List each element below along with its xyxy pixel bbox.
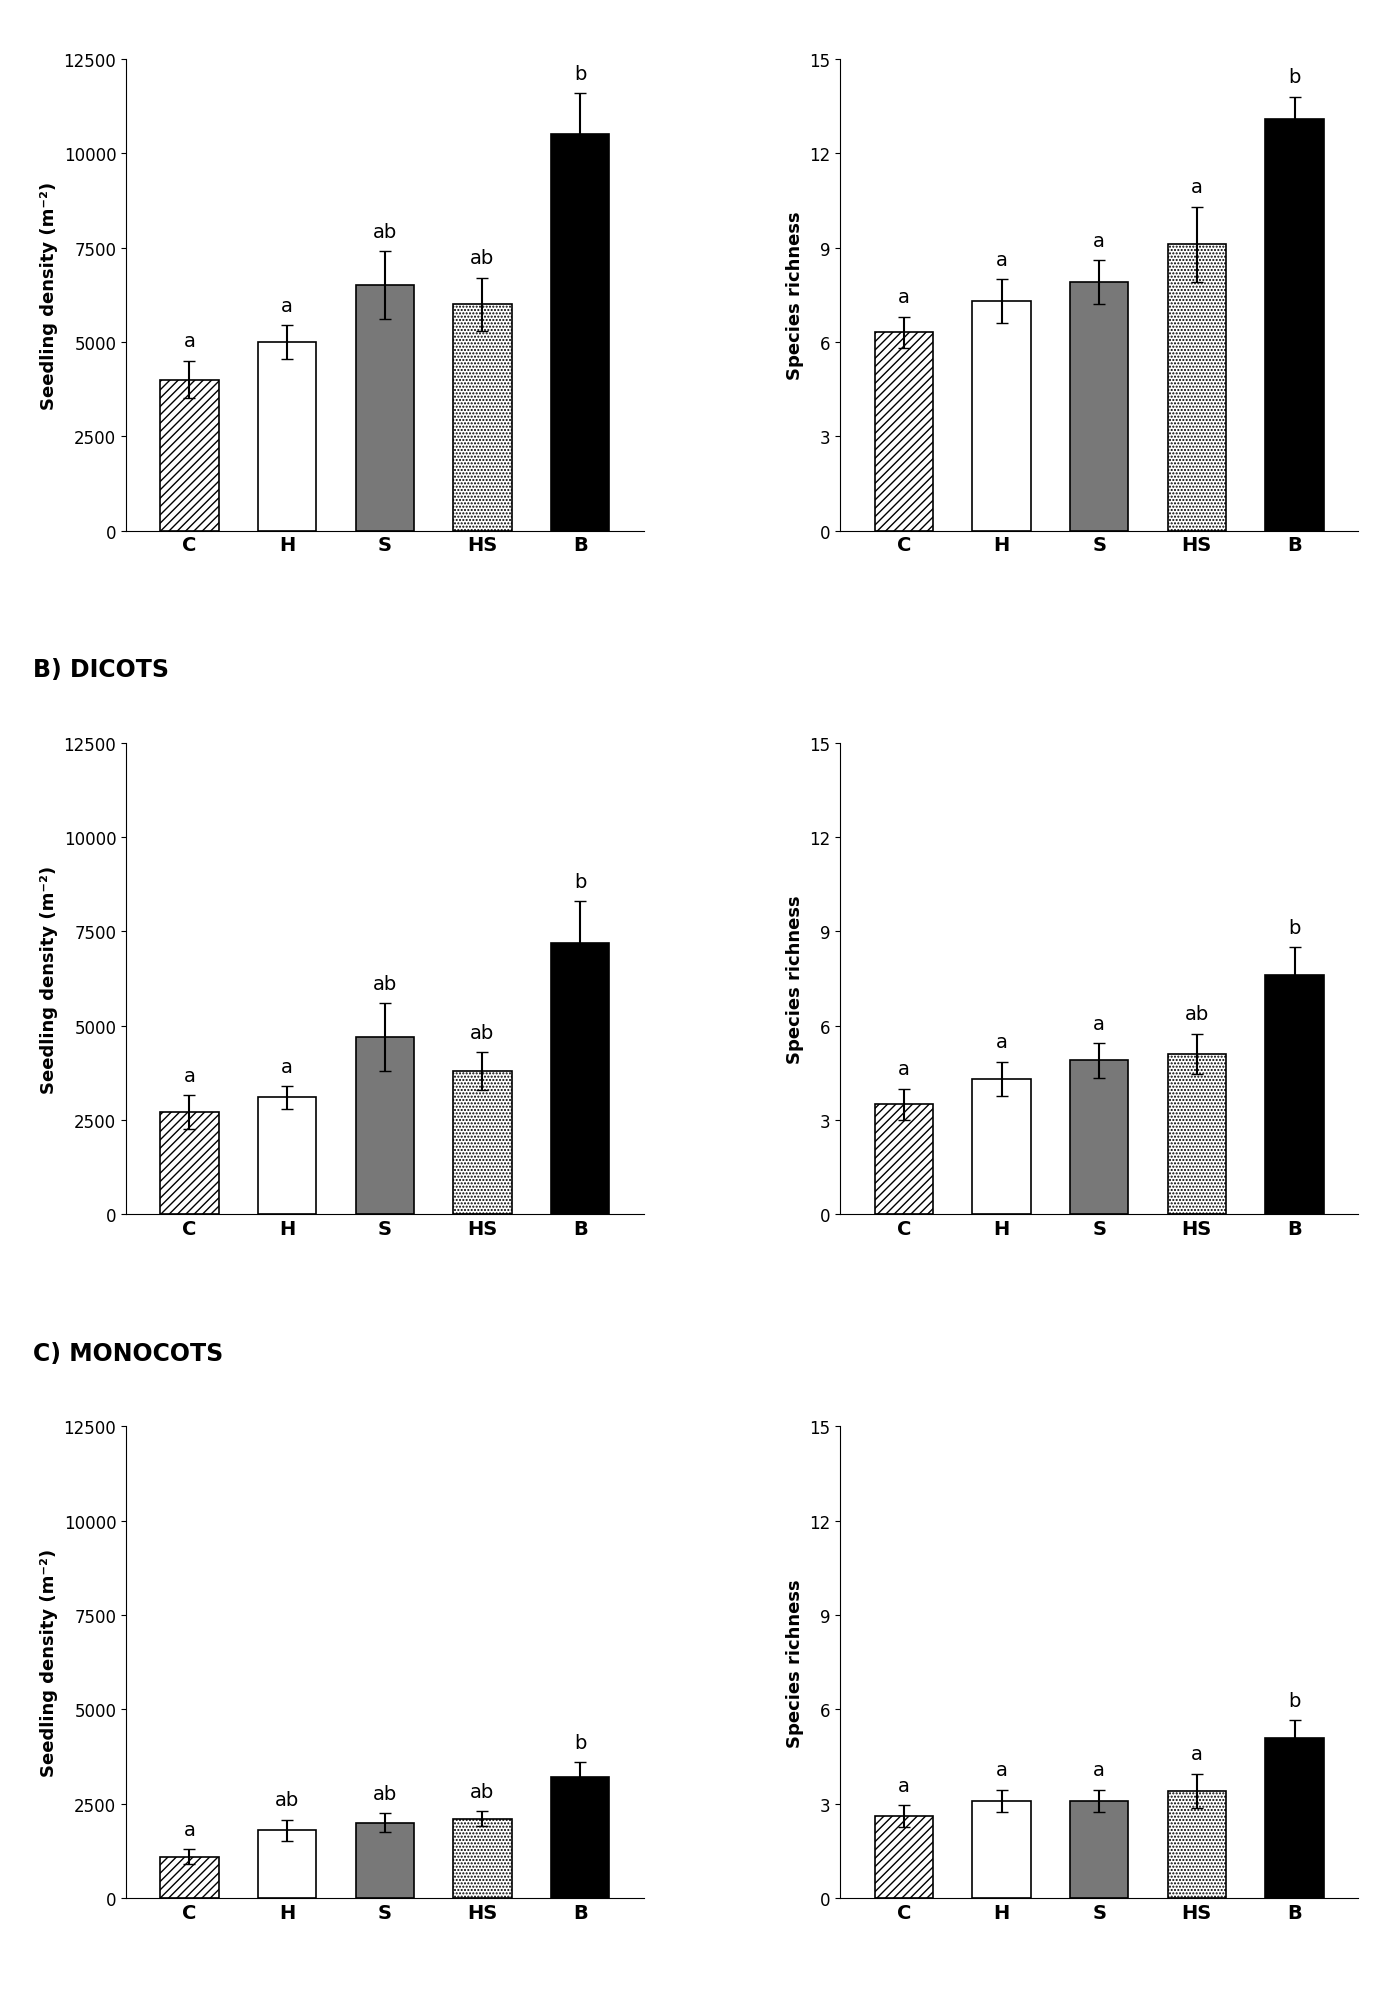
Bar bbox=[258, 1097, 316, 1215]
Bar bbox=[356, 286, 414, 531]
Text: a: a bbox=[1093, 1015, 1105, 1033]
Bar bbox=[1168, 1055, 1226, 1215]
Text: a: a bbox=[281, 1057, 293, 1077]
Bar bbox=[454, 306, 512, 531]
Text: a: a bbox=[183, 1820, 196, 1838]
Bar bbox=[972, 302, 1030, 531]
Bar bbox=[1266, 975, 1324, 1215]
Bar bbox=[1070, 1061, 1128, 1215]
Y-axis label: Seedling density (m⁻²): Seedling density (m⁻²) bbox=[41, 182, 57, 410]
Text: ab: ab bbox=[470, 1782, 494, 1800]
Text: B) DICOTS: B) DICOTS bbox=[32, 657, 169, 681]
Text: ab: ab bbox=[274, 1790, 300, 1810]
Bar bbox=[454, 1071, 512, 1215]
Text: a: a bbox=[1191, 1744, 1203, 1764]
Y-axis label: Seedling density (m⁻²): Seedling density (m⁻²) bbox=[41, 865, 57, 1093]
Text: a: a bbox=[183, 1067, 196, 1085]
Text: a: a bbox=[1191, 178, 1203, 198]
Text: ab: ab bbox=[1184, 1005, 1210, 1023]
Text: a: a bbox=[995, 1760, 1008, 1780]
Text: b: b bbox=[574, 64, 587, 84]
Bar bbox=[875, 1816, 934, 1898]
Text: a: a bbox=[897, 288, 910, 308]
Text: C) MONOCOTS: C) MONOCOTS bbox=[32, 1341, 223, 1365]
Text: a: a bbox=[281, 296, 293, 316]
Text: b: b bbox=[574, 873, 587, 891]
Y-axis label: Seedling density (m⁻²): Seedling density (m⁻²) bbox=[41, 1548, 57, 1776]
Bar bbox=[1266, 120, 1324, 531]
Bar bbox=[550, 943, 609, 1215]
Text: a: a bbox=[995, 1033, 1008, 1051]
Bar bbox=[160, 1113, 218, 1215]
Y-axis label: Species richness: Species richness bbox=[785, 1578, 804, 1746]
Text: ab: ab bbox=[470, 1023, 494, 1043]
Text: a: a bbox=[1093, 232, 1105, 250]
Text: a: a bbox=[995, 250, 1008, 270]
Text: b: b bbox=[1288, 68, 1301, 88]
Bar bbox=[1168, 1792, 1226, 1898]
Y-axis label: Species richness: Species richness bbox=[785, 212, 804, 380]
Bar bbox=[258, 344, 316, 531]
Text: ab: ab bbox=[372, 224, 398, 242]
Bar bbox=[550, 1778, 609, 1898]
Text: b: b bbox=[1288, 1690, 1301, 1710]
Bar bbox=[1168, 246, 1226, 531]
Bar bbox=[1070, 1800, 1128, 1898]
Bar bbox=[550, 136, 609, 531]
Text: ab: ab bbox=[372, 1784, 398, 1802]
Bar bbox=[972, 1800, 1030, 1898]
Bar bbox=[160, 1856, 218, 1898]
Bar bbox=[258, 1830, 316, 1898]
Text: a: a bbox=[183, 332, 196, 352]
Bar bbox=[356, 1822, 414, 1898]
Bar bbox=[875, 1105, 934, 1215]
Bar bbox=[1266, 1738, 1324, 1898]
Text: b: b bbox=[574, 1732, 587, 1752]
Bar bbox=[1070, 284, 1128, 531]
Bar bbox=[875, 334, 934, 531]
Bar bbox=[160, 380, 218, 531]
Text: b: b bbox=[1288, 919, 1301, 937]
Text: a: a bbox=[1093, 1760, 1105, 1780]
Bar bbox=[972, 1079, 1030, 1215]
Y-axis label: Species richness: Species richness bbox=[785, 895, 804, 1063]
Bar bbox=[356, 1037, 414, 1215]
Text: a: a bbox=[897, 1059, 910, 1079]
Text: a: a bbox=[897, 1776, 910, 1794]
Bar bbox=[454, 1818, 512, 1898]
Text: ab: ab bbox=[372, 975, 398, 993]
Text: ab: ab bbox=[470, 250, 494, 268]
